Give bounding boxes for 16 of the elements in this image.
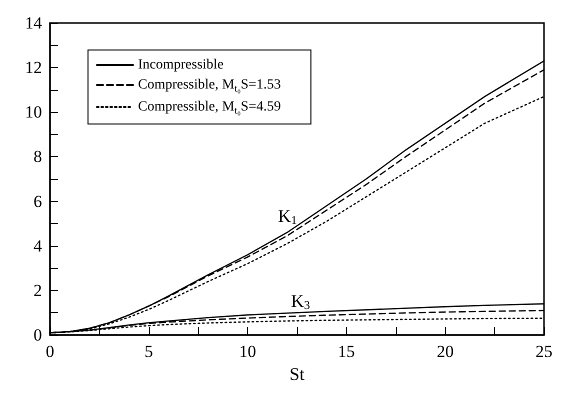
x-tick-label: 0 <box>46 342 54 361</box>
y-tick-label: 2 <box>34 280 42 300</box>
x-tick-label: 25 <box>536 342 552 361</box>
legend-label: Incompressible <box>138 58 224 72</box>
x-axis-title: St <box>289 364 305 384</box>
y-tick-label: 8 <box>34 147 42 166</box>
x-tick-label: 20 <box>436 342 454 361</box>
x-tick-label: 10 <box>239 342 256 361</box>
x-tick-label: 5 <box>144 342 154 361</box>
x-tick-label: 15 <box>338 342 355 361</box>
y-tick-label: 10 <box>25 102 42 122</box>
y-tick-label: 4 <box>34 236 42 256</box>
y-tick-label: 0 <box>34 326 42 344</box>
y-tick-label: 14 <box>25 14 42 32</box>
y-tick-label: 12 <box>25 58 42 78</box>
y-tick-label: 6 <box>34 192 42 211</box>
